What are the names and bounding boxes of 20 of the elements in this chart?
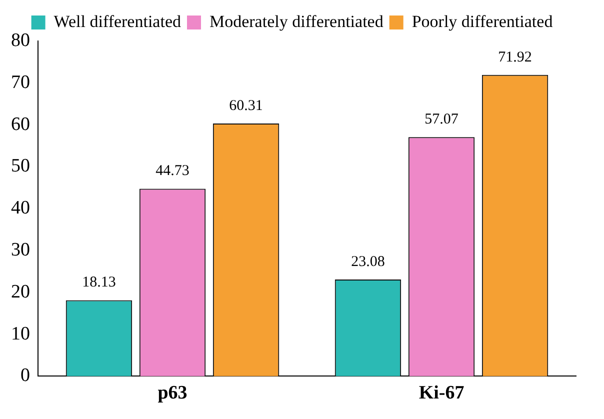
legend-label: Poorly differentiated	[412, 12, 554, 31]
y-tick-label: 10	[11, 323, 30, 344]
y-tick-label: 20	[11, 281, 30, 302]
y-tick-label: 80	[11, 30, 30, 51]
y-tick-label: 60	[11, 114, 30, 135]
legend-label: Moderately differentiated	[209, 12, 384, 31]
data-label: 44.73	[156, 163, 190, 180]
data-label: 57.07	[424, 112, 459, 128]
data-label: 60.31	[229, 98, 263, 114]
x-tick-label: p63	[158, 382, 188, 404]
y-tick-label: 40	[11, 198, 30, 219]
data-label: 18.13	[82, 274, 116, 291]
data-label: 23.08	[351, 254, 385, 270]
y-tick-label: 0	[20, 365, 30, 386]
y-tick-label: 50	[11, 156, 30, 177]
x-tick-label: Ki-67	[418, 382, 465, 404]
data-label: 71.92	[498, 49, 532, 66]
y-tick-label: 70	[11, 72, 30, 93]
legend-label: Well differentiated	[54, 12, 182, 31]
y-tick-label: 30	[11, 239, 30, 260]
